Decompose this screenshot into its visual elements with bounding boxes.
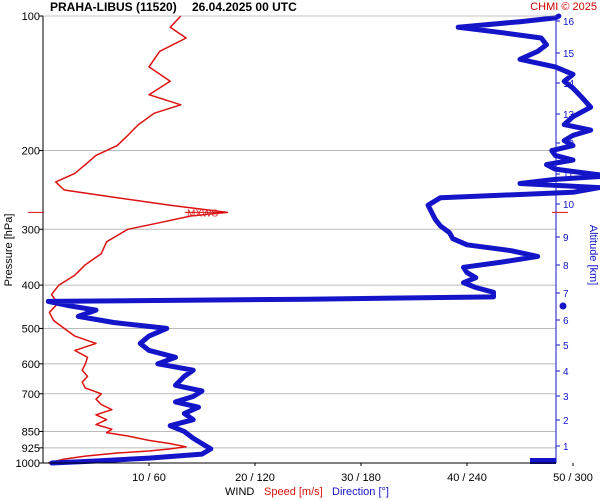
wind-tick-label: 10 / 60 [132, 472, 166, 484]
pressure-tick-label: 1000 [16, 458, 40, 470]
altitude-tick-label: 6 [563, 316, 569, 327]
legend-direction: Direction [°] [332, 486, 389, 498]
wind-axis-label: WIND [225, 486, 254, 498]
direction-point-outlier [560, 303, 567, 310]
wind-tick-label: 30 / 180 [341, 472, 381, 484]
altitude-tick-label: 9 [563, 233, 569, 244]
pressure-tick-label: 500 [22, 323, 40, 335]
altitude-tick-label: 16 [563, 17, 575, 28]
pressure-axis-label: Pressure [hPa] [3, 214, 15, 287]
datetime: 26.04.2025 00 UTC [192, 0, 297, 14]
wind-tick-label: 20 / 120 [235, 472, 275, 484]
pressure-tick-label: 925 [22, 443, 40, 455]
altitude-tick-label: 11 [563, 170, 574, 181]
wind-tick-label: 40 / 240 [447, 472, 487, 484]
pressure-tick-label: 300 [22, 224, 40, 236]
station-title: PRAHA-LIBUS (11520) [50, 0, 177, 14]
pressure-tick-label: 700 [22, 389, 40, 401]
wind-tick-label: 50 / 300 [553, 472, 593, 484]
altitude-tick-label: 10 [563, 200, 575, 211]
altitude-axis-label: Altitude [km] [587, 225, 599, 286]
altitude-tick-label: 14 [563, 79, 575, 90]
altitude-tick-label: 15 [563, 49, 575, 60]
credit-label: CHMI © 2025 [530, 1, 597, 13]
altitude-tick-label: 4 [563, 367, 569, 378]
pressure-tick-label: 850 [22, 426, 40, 438]
pressure-tick-label: 600 [22, 359, 40, 371]
altitude-tick-label: 13 [563, 110, 575, 121]
altitude-tick-label: 2 [563, 416, 569, 427]
mxws-label: MXWS [187, 208, 218, 219]
pressure-tick-label: 200 [22, 146, 40, 158]
pressure-tick-label: 100 [22, 11, 40, 23]
altitude-tick-label: 3 [563, 392, 569, 403]
pressure-tick-label: 400 [22, 280, 40, 292]
legend-speed: Speed [m/s] [264, 486, 323, 498]
altitude-tick-label: 8 [563, 261, 569, 272]
altitude-tick-label: 1 [563, 442, 569, 453]
altitude-tick-label: 12 [563, 139, 575, 150]
altitude-tick-label: 5 [563, 341, 569, 352]
altitude-tick-label: 7 [563, 289, 569, 300]
